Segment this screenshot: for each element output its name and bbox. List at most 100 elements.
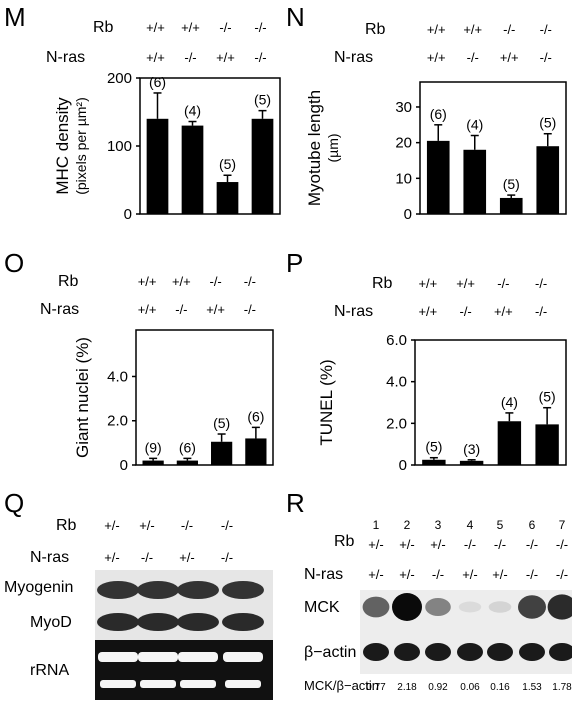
genotype-nras: -/- <box>184 50 196 65</box>
y-tick-label: 0 <box>124 206 132 223</box>
myod-band <box>177 613 219 631</box>
bar <box>251 118 274 214</box>
n-label: (9) <box>145 439 162 455</box>
plot-frame <box>135 329 274 466</box>
panel-r-northern-blot: Rb N-ras MCK β−actin MCK/β−actin 1 +/- +/-… <box>304 518 572 693</box>
genotype-nras: +/+ <box>494 304 513 319</box>
rb-row-label: Rb <box>58 273 79 290</box>
rrna-band-28s <box>178 652 218 662</box>
actin-band <box>457 643 483 661</box>
genotype-rb: -/- <box>540 22 552 37</box>
n-label: (5) <box>425 439 442 455</box>
y-tick-label: 6.0 <box>386 332 407 349</box>
r-genotype-rb: -/- <box>464 537 476 552</box>
rrna-band-18s <box>140 680 176 688</box>
genotype-nras: +/+ <box>216 50 235 65</box>
n-label: (5) <box>219 156 236 172</box>
q-genotype-rb: -/- <box>181 518 193 533</box>
genotype-rb: -/- <box>535 276 547 291</box>
actin-band <box>519 643 545 661</box>
genotype-rb: +/+ <box>463 22 482 37</box>
y-tick-label: 20 <box>395 135 412 152</box>
actin-band <box>549 643 572 661</box>
bar <box>422 459 446 465</box>
plot-frame <box>419 81 567 215</box>
q-band-rrna: rRNA <box>30 662 69 679</box>
r-nras-label: N-ras <box>304 566 343 583</box>
n-label: (5) <box>254 92 271 108</box>
lane-number: 5 <box>497 518 504 532</box>
q-band-myogenin: Myogenin <box>4 579 73 596</box>
genotype-rb: +/+ <box>456 276 475 291</box>
nras-row-label: N-ras <box>334 303 373 320</box>
r-genotype-rb: -/- <box>526 537 538 552</box>
genotype-nras: -/- <box>459 304 471 319</box>
r-genotype-nras: +/- <box>462 567 478 582</box>
bar <box>497 421 522 465</box>
r-genotype-rb: +/- <box>368 537 384 552</box>
myod-band <box>97 613 139 631</box>
q-genotype-nras: +/- <box>179 550 195 565</box>
panel-label-p: P <box>286 248 303 278</box>
myogenin-band <box>97 581 139 599</box>
genotype-nras: +/+ <box>206 302 225 317</box>
y-axis-label: TUNEL (%) <box>317 359 336 445</box>
rrna-band-18s <box>225 680 261 688</box>
r-genotype-rb: -/- <box>494 537 506 552</box>
lane-number: 2 <box>404 518 411 532</box>
n-label: (3) <box>463 441 480 457</box>
genotype-nras: -/- <box>175 302 187 317</box>
panel-label-n: N <box>286 2 305 32</box>
n-label: (5) <box>539 389 556 405</box>
genotype-rb: +/+ <box>138 274 157 289</box>
nras-row-label: N-ras <box>334 49 373 66</box>
bar <box>146 118 169 214</box>
myod-band <box>137 613 179 631</box>
r-genotype-rb: +/- <box>430 537 446 552</box>
genotype-rb: -/- <box>244 274 256 289</box>
chart-o: Rb N-ras +/+ +/+ +/+ -/- -/- +/+ -/- -/- 0 2.0 4.0 Gi… <box>40 273 274 474</box>
q-band-myod: MyoD <box>30 614 72 631</box>
y-tick-label: 0 <box>404 206 412 223</box>
y-axis-label: Myotube length <box>305 90 324 206</box>
ratio-value: 0.06 <box>460 682 480 693</box>
genotype-nras: +/+ <box>418 304 437 319</box>
r-genotype-nras: -/- <box>556 567 568 582</box>
genotype-rb: +/+ <box>418 276 437 291</box>
actin-band <box>394 643 420 661</box>
lane-number: 1 <box>373 518 380 532</box>
q-genotype-rb: -/- <box>221 518 233 533</box>
mck-band <box>425 597 451 617</box>
ratio-value: 1.78 <box>552 682 572 693</box>
lane-number: 6 <box>529 518 536 532</box>
r-genotype-rb: +/- <box>399 537 415 552</box>
chart-m: Rb N-ras +/+ +/+ +/+ -/- -/- +/+ -/- -/- 0 100 200 MH… <box>46 19 281 223</box>
nras-row-label: N-ras <box>46 49 85 66</box>
q-genotype-rb: +/- <box>139 518 155 533</box>
nras-row-label: N-ras <box>40 301 79 318</box>
panel-label-o: O <box>4 248 24 278</box>
panel-label-q: Q <box>4 488 24 518</box>
y-axis-label: Giant nuclei (%) <box>73 337 92 458</box>
y-tick-label: 4.0 <box>386 374 407 391</box>
genotype-rb: -/- <box>254 20 266 35</box>
actin-band <box>487 643 513 661</box>
q-blot-rrna <box>95 640 273 700</box>
panel-q-northern-blot: Rb N-ras Myogenin MyoD rRNA +/- +/- +/- -/-… <box>4 517 273 700</box>
lane-number: 7 <box>559 518 566 532</box>
n-label: (6) <box>149 74 166 90</box>
genotype-nras: -/- <box>244 302 256 317</box>
ratio-value: 1.53 <box>522 682 542 693</box>
ratio-value: 0.77 <box>366 682 386 693</box>
genotype-rb: +/+ <box>427 22 446 37</box>
r-genotype-rb: -/- <box>556 537 568 552</box>
rrna-band-28s <box>138 652 178 662</box>
genotype-nras: +/+ <box>138 302 157 317</box>
rrna-band-28s <box>223 652 263 662</box>
n-label: (4) <box>466 117 483 133</box>
myod-band <box>222 613 264 631</box>
genotype-nras: -/- <box>535 304 547 319</box>
lane-number: 3 <box>435 518 442 532</box>
rrna-band-18s <box>100 680 136 688</box>
